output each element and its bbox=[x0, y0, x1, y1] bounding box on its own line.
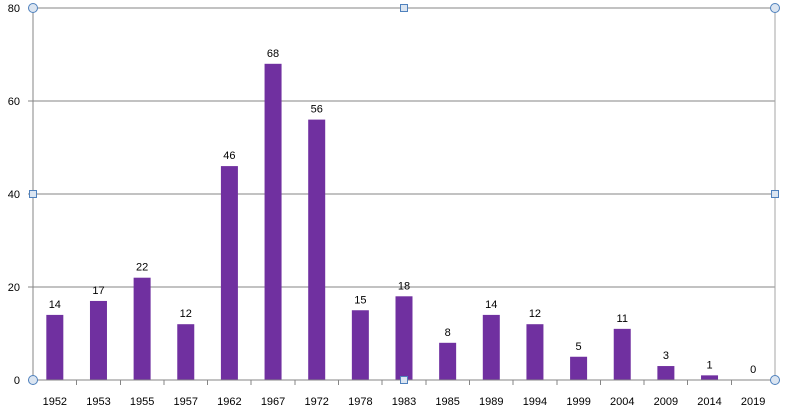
bar bbox=[351, 310, 369, 380]
y-axis-tick-labels: 0 20 40 60 80 bbox=[8, 3, 20, 387]
side-resize-handle[interactable] bbox=[29, 190, 37, 198]
data-label: 5 bbox=[576, 341, 582, 353]
corner-resize-handle[interactable] bbox=[770, 375, 780, 385]
x-tick-label: 2004 bbox=[610, 396, 634, 408]
x-tick-label: 1983 bbox=[392, 396, 416, 408]
data-label: 8 bbox=[445, 327, 451, 339]
data-label: 68 bbox=[267, 48, 279, 60]
bar bbox=[46, 314, 64, 380]
data-label: 11 bbox=[617, 313, 628, 325]
selection-handles[interactable] bbox=[28, 3, 780, 385]
data-label: 12 bbox=[180, 308, 192, 320]
data-label: 46 bbox=[223, 150, 235, 162]
data-label: 12 bbox=[529, 308, 541, 320]
x-tick-label: 1994 bbox=[523, 396, 547, 408]
x-tick-label: 1952 bbox=[43, 396, 67, 408]
bar bbox=[570, 356, 588, 380]
side-resize-handle[interactable] bbox=[400, 4, 408, 12]
data-label: 1 bbox=[706, 359, 712, 371]
data-label: 56 bbox=[311, 104, 323, 116]
bar bbox=[177, 324, 195, 380]
bar bbox=[701, 375, 719, 380]
y-tick-label: 80 bbox=[8, 3, 20, 15]
bar bbox=[133, 277, 151, 380]
x-tick-label: 2019 bbox=[741, 396, 765, 408]
data-label: 14 bbox=[485, 299, 497, 311]
data-label: 3 bbox=[663, 350, 669, 362]
x-tick-label: 1985 bbox=[435, 396, 459, 408]
side-resize-handle[interactable] bbox=[400, 376, 408, 384]
bar bbox=[657, 366, 675, 380]
bar bbox=[439, 342, 457, 380]
x-tick-label: 2014 bbox=[697, 396, 721, 408]
data-label: 0 bbox=[750, 364, 756, 376]
x-tick-label: 1957 bbox=[174, 396, 198, 408]
corner-resize-handle[interactable] bbox=[770, 3, 780, 13]
x-tick-label: 1967 bbox=[261, 396, 285, 408]
data-label: 17 bbox=[92, 285, 104, 297]
bar bbox=[526, 324, 544, 380]
side-resize-handle[interactable] bbox=[771, 190, 779, 198]
bar bbox=[395, 296, 413, 380]
x-tick-label: 1999 bbox=[566, 396, 590, 408]
x-tick-label: 1953 bbox=[86, 396, 110, 408]
data-label: 22 bbox=[136, 262, 148, 274]
y-tick-label: 20 bbox=[8, 282, 20, 294]
bar bbox=[613, 328, 631, 380]
x-tick-label: 1972 bbox=[304, 396, 328, 408]
bar bbox=[264, 63, 282, 381]
bar bbox=[89, 300, 107, 380]
bar bbox=[482, 314, 500, 380]
x-axis-tick-labels: 1952 1953 1955 1957 1962 1967 1972 1978 1983 1985… bbox=[43, 396, 766, 408]
bar bbox=[220, 166, 238, 380]
x-tick-label: 1955 bbox=[130, 396, 154, 408]
x-tick-label: 1989 bbox=[479, 396, 503, 408]
bar bbox=[308, 119, 326, 380]
bars bbox=[46, 63, 719, 381]
y-tick-label: 60 bbox=[8, 96, 20, 108]
data-label: 18 bbox=[398, 280, 410, 292]
y-tick-label: 40 bbox=[8, 189, 20, 201]
data-labels: 14 17 22 12 46 68 56 15 18 8 14 12 5 11 3 1 0 bbox=[49, 48, 757, 376]
x-tick-label: 1978 bbox=[348, 396, 372, 408]
corner-resize-handle[interactable] bbox=[28, 3, 38, 13]
data-label: 14 bbox=[49, 299, 61, 311]
data-label: 15 bbox=[354, 294, 366, 306]
corner-resize-handle[interactable] bbox=[28, 375, 38, 385]
x-tick-label: 1962 bbox=[217, 396, 241, 408]
y-tick-label: 0 bbox=[14, 375, 20, 387]
x-tick-label: 2009 bbox=[654, 396, 678, 408]
